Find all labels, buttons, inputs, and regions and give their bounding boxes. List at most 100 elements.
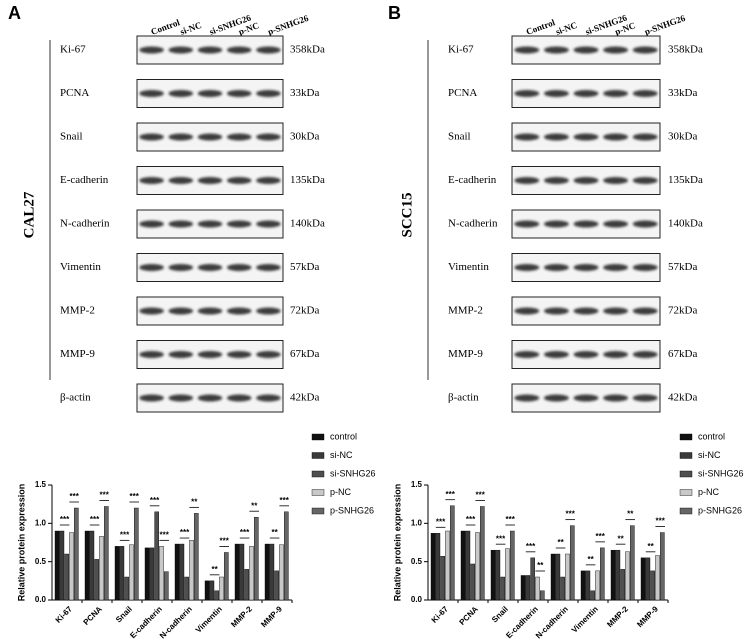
blot-band [197,307,223,315]
bar [133,507,139,601]
blot-band [603,351,629,358]
bar [189,540,194,601]
protein-label: N-cadherin [448,218,498,230]
panel-letter: A [8,3,21,23]
blot-band [514,307,540,315]
y-tick-label: 1.0 [411,518,423,527]
bar [600,547,605,601]
blot-band [632,220,658,228]
size-label: 72kDa [668,305,697,317]
blot-band [168,220,194,228]
size-label: 135kDa [668,174,703,186]
cell-line-label: SCC15 [399,192,415,237]
bar [234,543,240,601]
bar [525,575,531,601]
blot-band [603,90,629,97]
legend-swatch [311,452,325,459]
blot-band [256,90,281,97]
bar [114,546,120,601]
legend-label: p-NC [698,487,720,497]
significance-label: *** [160,530,170,539]
blot-band [632,264,658,271]
bar [655,555,660,601]
size-label: 30kDa [290,131,319,143]
blot-band [168,177,194,184]
blot-band [514,90,540,97]
bar [645,557,651,601]
significance-label: ** [647,542,654,551]
blot-band [197,133,223,141]
blot-band [573,220,599,228]
blot-band [197,90,223,97]
bar [475,532,480,601]
bar [214,590,220,601]
bar [565,553,570,601]
size-label: 67kDa [290,348,319,360]
significance-label: ** [557,538,564,547]
protein-label: MMP-9 [448,348,483,360]
significance-label: ** [211,565,218,574]
blot-band [226,133,252,141]
blot-band [226,46,252,54]
blot-band [168,46,194,54]
bar [570,525,575,601]
blot-band [603,394,629,402]
significance-label: ** [617,534,624,543]
protein-label: Snail [60,131,83,143]
blot-band [632,351,658,358]
blot-band [139,264,164,271]
y-tick-label: 0.5 [35,557,47,566]
blot-band [197,351,223,358]
size-label: 57kDa [668,261,697,273]
legend-swatch [311,470,325,478]
protein-label: E-cadherin [60,174,109,186]
size-label: 67kDa [668,348,697,360]
blot-band [256,394,281,402]
legend-swatch [679,507,693,515]
size-label: 140kDa [290,218,325,230]
bar [149,547,155,601]
blot-band [256,133,281,141]
bar [465,530,471,601]
bar [560,576,565,601]
significance-label: *** [70,492,80,501]
bar [445,530,450,601]
blot-band [573,394,599,402]
blot-band [543,264,569,271]
blot-band [168,351,194,358]
size-label: 57kDa [290,261,319,273]
blot-band [543,351,569,358]
bar [159,546,164,601]
blot-band [573,307,599,315]
size-label: 72kDa [290,305,319,317]
significance-label: ** [191,497,198,506]
significance-label: *** [506,515,516,524]
bar [103,506,109,601]
protein-label: E-cadherin [448,174,497,186]
bar [540,590,545,601]
protein-label: MMP-2 [60,305,95,317]
blot-band [543,133,569,141]
blot-band [256,46,281,54]
bar [495,549,501,601]
blot-band [256,220,281,228]
bar [580,570,586,601]
legend-label: si-NC [330,450,353,460]
y-tick-label: 1.5 [411,480,423,489]
bar [264,543,270,601]
protein-label: PCNA [448,87,477,99]
blot-band [168,394,194,402]
blot-band [632,177,658,184]
blot-band [573,177,599,184]
bar [615,549,621,601]
blot-band [139,220,164,228]
bar [253,517,259,601]
significance-label: *** [280,496,290,505]
size-label: 135kDa [290,174,325,186]
significance-label: *** [150,496,160,505]
protein-label: Ki-67 [60,44,86,56]
bar [630,525,635,601]
legend-swatch [311,489,325,496]
bar [640,557,646,601]
